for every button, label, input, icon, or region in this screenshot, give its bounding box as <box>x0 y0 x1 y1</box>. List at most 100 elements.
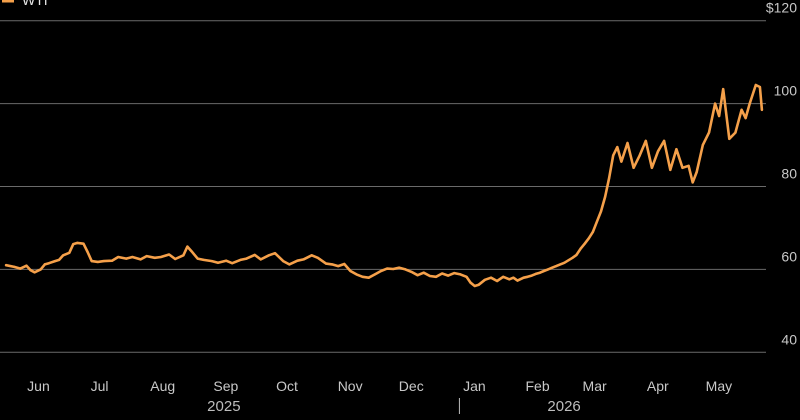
data-point <box>477 283 480 286</box>
data-point <box>620 160 623 163</box>
data-point <box>530 274 533 277</box>
data-point <box>687 164 690 167</box>
data-point <box>508 278 511 281</box>
data-point <box>337 265 340 268</box>
data-point <box>714 102 717 105</box>
y-tick-label-100: 100 <box>774 83 798 99</box>
data-point <box>145 255 148 258</box>
data-point <box>29 269 32 272</box>
data-point <box>526 275 529 278</box>
data-point <box>571 256 574 259</box>
data-point <box>355 273 358 276</box>
data-point <box>186 245 189 248</box>
data-point <box>39 268 42 271</box>
data-point <box>239 258 242 261</box>
data-point <box>296 259 299 262</box>
data-point <box>428 274 431 278</box>
data-point <box>216 261 220 264</box>
data-point <box>76 241 79 244</box>
data-point <box>522 276 525 279</box>
data-point <box>225 259 228 262</box>
x-tick-label-mar: Mar <box>583 378 607 394</box>
data-point <box>117 255 120 259</box>
data-point <box>563 261 566 264</box>
data-point <box>62 254 65 257</box>
data-point <box>196 257 199 260</box>
data-point <box>13 265 16 268</box>
x-tick-label-jun: Jun <box>27 378 50 394</box>
x-tick-label-may: May <box>706 378 732 394</box>
data-point <box>734 131 737 134</box>
year-label-2025: 2025 <box>207 398 240 415</box>
data-point <box>210 260 213 263</box>
data-point <box>416 274 419 277</box>
data-point <box>760 108 764 111</box>
data-point <box>473 284 476 288</box>
data-point <box>546 268 550 271</box>
data-point <box>33 271 36 274</box>
data-point <box>555 265 558 268</box>
x-tick-label-feb: Feb <box>526 378 550 394</box>
data-point <box>72 243 75 246</box>
data-point <box>669 168 672 171</box>
data-point <box>331 263 334 266</box>
data-point <box>392 267 395 271</box>
data-point <box>604 195 607 198</box>
data-point <box>245 257 248 260</box>
data-point <box>626 141 629 145</box>
data-point <box>253 253 256 256</box>
data-point <box>410 270 413 273</box>
data-point <box>516 279 519 282</box>
legend: WTI <box>2 0 48 8</box>
data-point <box>373 273 376 276</box>
data-point <box>632 166 635 169</box>
data-point <box>343 262 346 266</box>
data-point <box>288 263 291 266</box>
data-point <box>599 210 603 213</box>
data-point <box>595 220 599 223</box>
x-tick-label-jul: Jul <box>91 378 109 394</box>
data-point <box>512 276 515 279</box>
data-point <box>68 251 71 254</box>
data-point <box>190 250 193 253</box>
y-tick-label-120: $120 <box>766 0 797 16</box>
x-tick-label-nov: Nov <box>338 378 363 394</box>
data-point <box>43 263 46 266</box>
data-point <box>404 268 407 271</box>
data-point <box>349 269 352 273</box>
data-point <box>19 267 22 270</box>
data-point <box>722 88 725 91</box>
x-tick-label-sep: Sep <box>213 378 238 394</box>
data-point <box>82 242 85 245</box>
data-point <box>367 276 370 279</box>
data-point <box>168 253 171 256</box>
data-point <box>754 83 757 87</box>
data-point <box>579 247 582 250</box>
data-point <box>675 148 678 151</box>
x-tick-label-oct: Oct <box>276 378 298 394</box>
year-label-2026: 2026 <box>547 398 580 415</box>
data-point <box>575 253 578 256</box>
data-point <box>96 260 99 263</box>
data-point <box>559 263 562 266</box>
data-point <box>587 237 590 240</box>
data-point <box>139 258 142 261</box>
data-point <box>616 146 619 149</box>
x-tick-label-apr: Apr <box>647 378 669 394</box>
data-point <box>153 256 156 259</box>
data-point <box>110 259 114 262</box>
data-point <box>612 154 615 157</box>
data-point <box>465 275 468 278</box>
data-point <box>434 275 438 278</box>
data-point <box>542 269 546 273</box>
data-point <box>453 272 456 275</box>
data-point <box>379 269 383 273</box>
data-point <box>744 117 747 120</box>
data-point <box>361 275 364 278</box>
data-point <box>718 114 721 118</box>
data-point <box>644 139 647 142</box>
data-point <box>58 258 61 261</box>
data-point <box>608 177 611 180</box>
data-point <box>538 271 542 274</box>
